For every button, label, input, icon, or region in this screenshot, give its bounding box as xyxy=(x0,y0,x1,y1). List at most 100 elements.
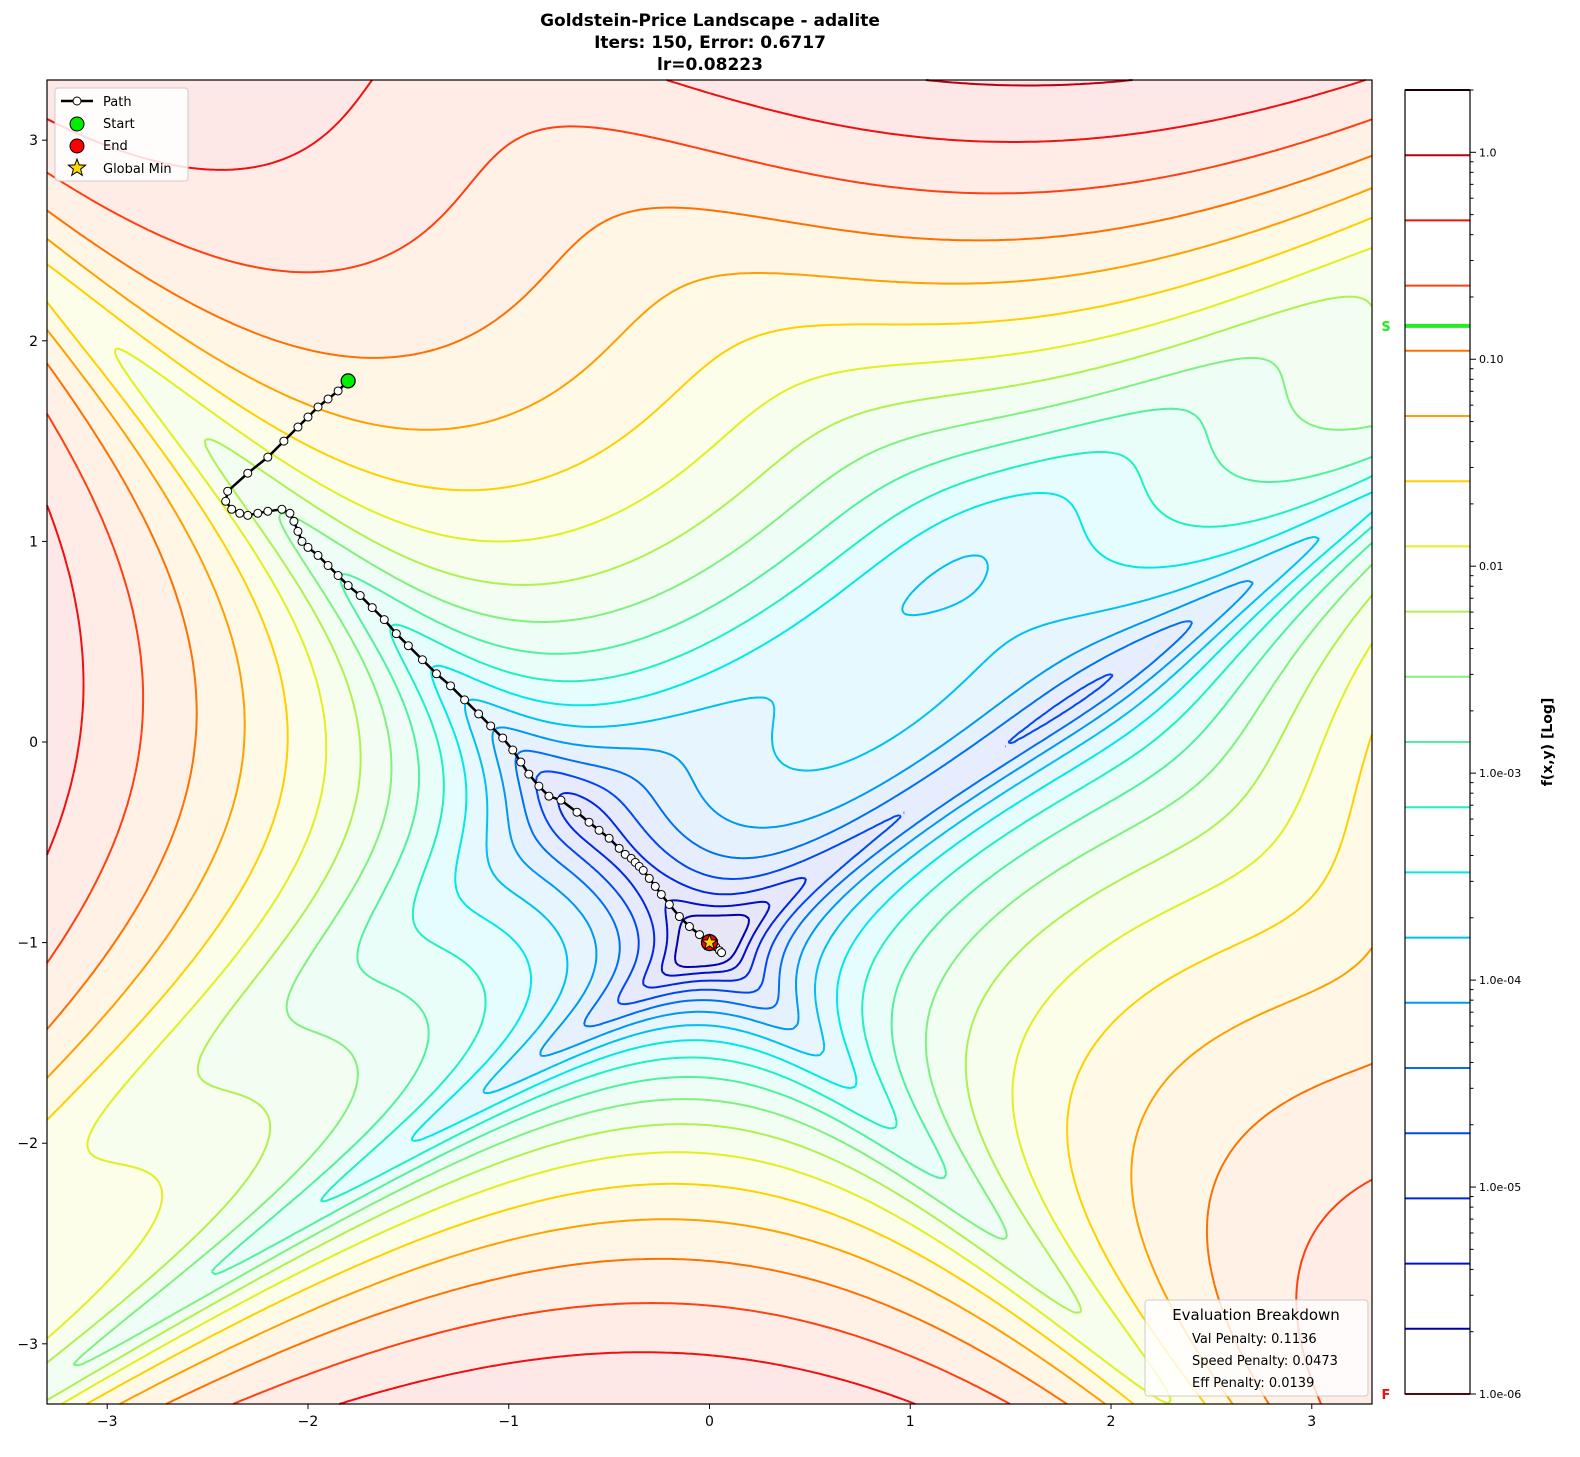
path-point xyxy=(253,508,263,518)
colorbar: 1.00.100.011.0e-031.0e-041.0e-051.0e-06 … xyxy=(1381,89,1556,1403)
eff-penalty: Eff Penalty: 0.0139 xyxy=(1192,1376,1314,1391)
path-point xyxy=(446,681,456,691)
start-legend-marker xyxy=(69,116,85,132)
contour-level-9 xyxy=(210,407,1373,1276)
path-point xyxy=(544,791,554,801)
contour-level-0 xyxy=(674,913,750,968)
start-marker-label: S xyxy=(1381,320,1390,335)
path-point xyxy=(674,912,684,922)
path-point xyxy=(227,504,237,514)
colorbar-tick-label: 0.10 xyxy=(1479,353,1504,366)
end-legend-marker xyxy=(69,138,85,154)
speed-penalty: Speed Penalty: 0.0473 xyxy=(1192,1354,1338,1369)
path-point xyxy=(594,825,604,835)
evaluation-box-frame xyxy=(1144,1299,1369,1397)
x-tick-label: −3 xyxy=(97,1414,118,1430)
path-point xyxy=(604,833,614,843)
x-axis: −3 −2 −1 0 1 2 3 xyxy=(97,1404,1316,1430)
path-point xyxy=(293,526,303,536)
contour-level-3 xyxy=(535,673,1114,1006)
path-point xyxy=(498,733,508,743)
path-point xyxy=(323,560,333,570)
path-point xyxy=(297,536,307,546)
path-point xyxy=(417,655,427,665)
legend-box xyxy=(54,87,189,182)
x-tick-label: 0 xyxy=(705,1414,714,1430)
path-point xyxy=(486,721,496,731)
path-point xyxy=(516,757,526,767)
path-point xyxy=(614,843,624,853)
path-point xyxy=(343,581,353,591)
path-point xyxy=(285,508,295,518)
x-tick-label: −2 xyxy=(298,1414,319,1430)
contour-level-2 xyxy=(557,792,807,989)
path-point xyxy=(303,412,313,422)
colorbar-tick-label: 1.0e-05 xyxy=(1479,1181,1521,1194)
contour-level-14 xyxy=(46,187,1373,1405)
path-point xyxy=(279,436,289,446)
y-tick-label: −2 xyxy=(17,1136,38,1152)
path-point xyxy=(650,881,660,891)
contour-level-12 xyxy=(46,246,1373,1405)
y-tick-label: 3 xyxy=(29,133,38,149)
legend-label-global-min: Global Min xyxy=(103,162,172,177)
contour-level-13 xyxy=(46,216,1373,1405)
title-line-3: lr=0.08223 xyxy=(657,55,763,75)
path-point xyxy=(584,817,594,827)
path-point xyxy=(431,669,441,679)
contour-level-8 xyxy=(319,451,1373,1203)
contour-level-7 xyxy=(410,491,1373,1142)
legend: Path Start End Global Min xyxy=(54,87,189,182)
path-point xyxy=(235,508,245,518)
y-tick-label: 2 xyxy=(29,334,38,350)
path-line xyxy=(224,380,723,954)
contour-level-4 xyxy=(514,620,1193,1028)
evaluation-box: Evaluation Breakdown Val Penalty: 0.1136… xyxy=(1144,1299,1369,1397)
path-point xyxy=(221,496,231,506)
path-point xyxy=(664,899,674,909)
x-tick-label: 3 xyxy=(1307,1414,1316,1430)
path-point xyxy=(263,506,273,516)
colorbar-tick-label: 1.0e-04 xyxy=(1479,974,1521,987)
path-point xyxy=(403,641,413,651)
legend-label-end: End xyxy=(103,139,128,154)
path-point xyxy=(474,709,484,719)
path-point xyxy=(333,386,343,396)
contour-level-16 xyxy=(46,118,1373,1405)
start-marker xyxy=(340,373,356,389)
contour-level-10 xyxy=(72,356,1373,1367)
x-tick-label: 1 xyxy=(906,1414,915,1430)
path-legend-marker xyxy=(72,96,82,106)
path-point xyxy=(243,510,253,520)
contour-level-5 xyxy=(491,579,1254,1057)
contour-lines xyxy=(46,79,1373,1405)
colorbar-tick-label: 1.0 xyxy=(1479,146,1497,159)
path-point xyxy=(323,394,333,404)
path-point xyxy=(534,781,544,791)
path-point xyxy=(355,591,365,601)
path-point xyxy=(313,402,323,412)
path-point xyxy=(644,873,654,883)
evaluation-title: Evaluation Breakdown xyxy=(1172,1306,1340,1324)
path-point xyxy=(656,889,666,899)
global-min-marker xyxy=(700,933,719,951)
path-point xyxy=(277,504,287,514)
star-icon xyxy=(67,157,87,177)
path-point xyxy=(333,570,343,580)
contour-level-11 xyxy=(46,295,1373,1401)
path-point xyxy=(694,930,704,940)
path-point xyxy=(572,807,582,817)
y-tick-label: −1 xyxy=(17,936,38,952)
legend-label-path: Path xyxy=(103,95,132,110)
contour-level-15 xyxy=(46,154,1373,1405)
y-tick-label: −3 xyxy=(17,1337,38,1353)
path-point xyxy=(379,615,389,625)
path-point xyxy=(243,468,253,478)
x-tick-label: 2 xyxy=(1107,1414,1116,1430)
path-point xyxy=(223,486,233,496)
colorbar-frame xyxy=(1404,89,1471,1395)
colorbar-tick-label: 1.0e-06 xyxy=(1479,1388,1521,1401)
path-point xyxy=(367,603,377,613)
